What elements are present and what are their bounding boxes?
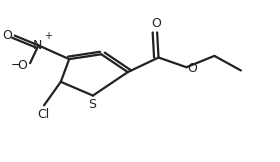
Text: O: O <box>187 62 197 75</box>
Text: −: − <box>10 59 21 72</box>
Text: +: + <box>44 31 52 41</box>
Text: Cl: Cl <box>37 108 49 121</box>
Text: N: N <box>33 39 42 52</box>
Text: O: O <box>152 17 162 30</box>
Text: O: O <box>17 59 27 72</box>
Text: O: O <box>3 29 13 42</box>
Text: S: S <box>88 98 96 111</box>
